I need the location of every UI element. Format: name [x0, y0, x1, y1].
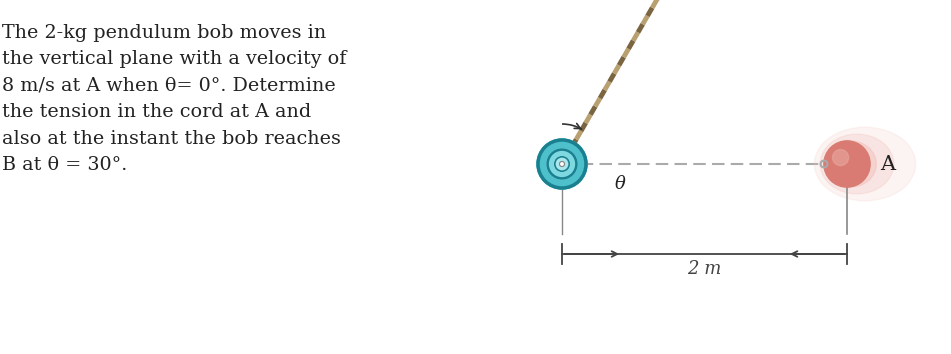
Circle shape	[561, 163, 563, 165]
Text: θ: θ	[614, 175, 626, 193]
Circle shape	[559, 161, 564, 166]
Text: The 2-kg pendulum bob moves in
the vertical plane with a velocity of
8 m/s at A : The 2-kg pendulum bob moves in the verti…	[2, 24, 346, 174]
Circle shape	[832, 149, 848, 166]
Text: 2 m: 2 m	[688, 260, 722, 278]
Ellipse shape	[820, 134, 894, 194]
Ellipse shape	[825, 141, 876, 187]
Circle shape	[548, 150, 576, 178]
Text: A: A	[880, 154, 895, 173]
Ellipse shape	[814, 127, 916, 201]
Circle shape	[554, 157, 570, 171]
Circle shape	[538, 140, 586, 188]
Circle shape	[824, 141, 870, 187]
